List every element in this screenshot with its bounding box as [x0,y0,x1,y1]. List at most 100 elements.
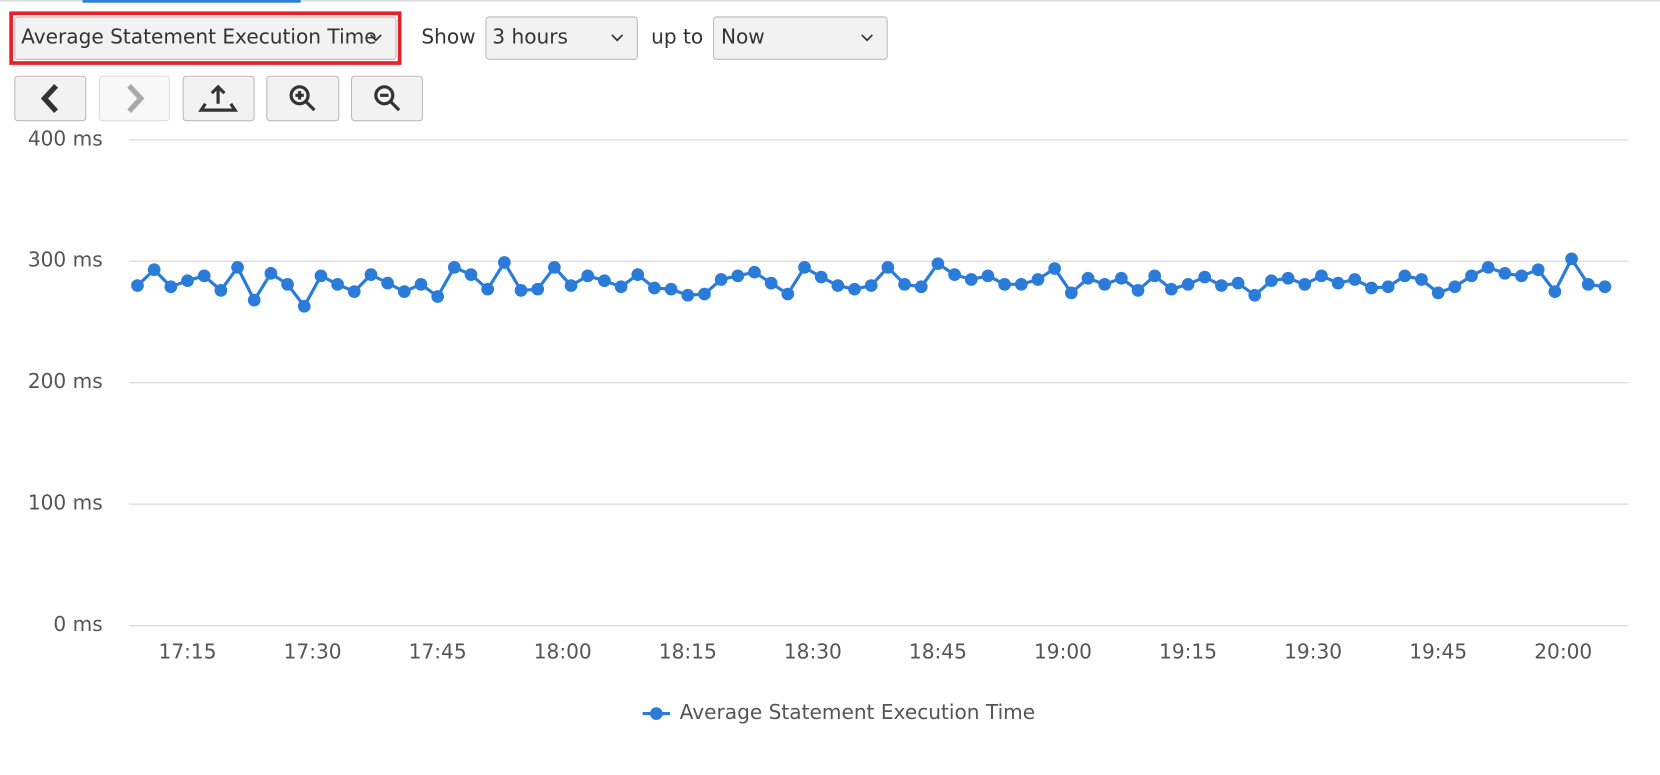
zoom-out-button[interactable] [350,75,423,122]
data-point [548,260,561,274]
data-point [1581,277,1595,291]
data-point [464,268,478,281]
data-point [581,269,595,283]
data-point [1181,277,1195,291]
x-tick-label: 18:15 [659,640,717,664]
data-point [914,280,928,294]
data-point [1064,286,1078,300]
data-point [1014,277,1028,291]
zoom-in-button[interactable] [266,75,340,122]
data-point [1131,284,1145,297]
data-point [431,290,445,303]
data-point [948,268,961,281]
data-point [1348,273,1362,286]
highlight [9,11,402,65]
x-tick-label: 19:30 [1284,640,1342,664]
data-point [931,257,945,271]
show-label: Show [421,25,475,49]
metric-select-text: Average Statement Execution Time [21,25,376,49]
y-tick-label: 0 ms [53,612,102,636]
data-point [498,256,511,269]
x-tick-label: 19:15 [1159,640,1217,664]
data-point [1265,274,1278,288]
chevron [861,34,873,42]
data-point [848,282,861,296]
data-point [281,277,294,291]
data-point [1148,269,1162,283]
data-point [381,276,394,290]
top-border [0,0,1660,2]
data-point [1448,280,1462,294]
data-point [1048,262,1061,275]
forward-button[interactable] [98,75,170,122]
data-point [714,273,728,286]
data-point [1381,280,1395,294]
x-tick-label: 18:00 [534,640,592,664]
chevron [369,34,382,42]
back-button[interactable] [14,75,87,122]
data-point [1365,281,1378,295]
data-point [648,281,661,295]
data-point [831,279,845,292]
data-point [781,287,795,301]
data-point [214,284,228,297]
data-point [1398,269,1412,283]
data-point [1531,263,1545,277]
data-point [297,299,311,313]
data-point [264,267,278,280]
data-point [1081,271,1095,285]
data-point [1298,277,1312,291]
data-point [1198,270,1212,284]
data-point [598,274,611,288]
chart: 0 ms 100 ms 200 ms 300 ms 400 ms 17:15 17:30 17… [28,126,1629,724]
end-select[interactable] [713,16,888,60]
data-point [314,269,328,283]
x-tick-label: 19:45 [1409,640,1467,664]
metric-select[interactable] [14,16,397,60]
data-point [347,285,361,298]
data-point [231,260,244,274]
data-point [1315,269,1328,283]
data-point [1114,271,1128,285]
y-tick-label: 400 ms [28,126,103,150]
range-select-text: 3 hours [492,25,568,49]
range-select[interactable] [485,16,638,60]
zoom-in-icon [289,85,310,106]
zoom-in-icon [295,91,316,112]
legend-marker [650,707,663,720]
data-point [147,263,161,277]
data-point [614,280,628,294]
x-tick-label: 17:15 [159,640,217,664]
data-point [397,285,411,298]
data-point [131,279,144,292]
active-tab [82,0,301,3]
data-point [1598,280,1612,294]
data-point [1248,288,1262,302]
data-point [731,269,745,283]
data-point [864,279,878,292]
data-point [1231,276,1245,290]
data-point [564,279,578,292]
data-point [331,277,344,291]
data-point [698,287,711,301]
data-point [964,273,978,286]
x-tick-label: 17:45 [409,640,467,664]
data-point [447,260,461,274]
data-point [748,265,761,279]
data-point [1431,286,1445,300]
forward-icon [127,83,145,113]
zoom-out-icon [380,93,401,112]
data-point [1415,273,1428,286]
data-point [981,269,995,283]
zoom-out-icon [374,85,395,106]
data-point [898,277,911,291]
data-point [764,276,778,290]
data-point [1215,279,1228,292]
upto-label: up to [651,25,703,49]
data-point [164,280,178,294]
data-point [881,260,895,274]
data-point [181,274,194,288]
data-point [1498,267,1512,280]
data-point [1465,269,1478,283]
